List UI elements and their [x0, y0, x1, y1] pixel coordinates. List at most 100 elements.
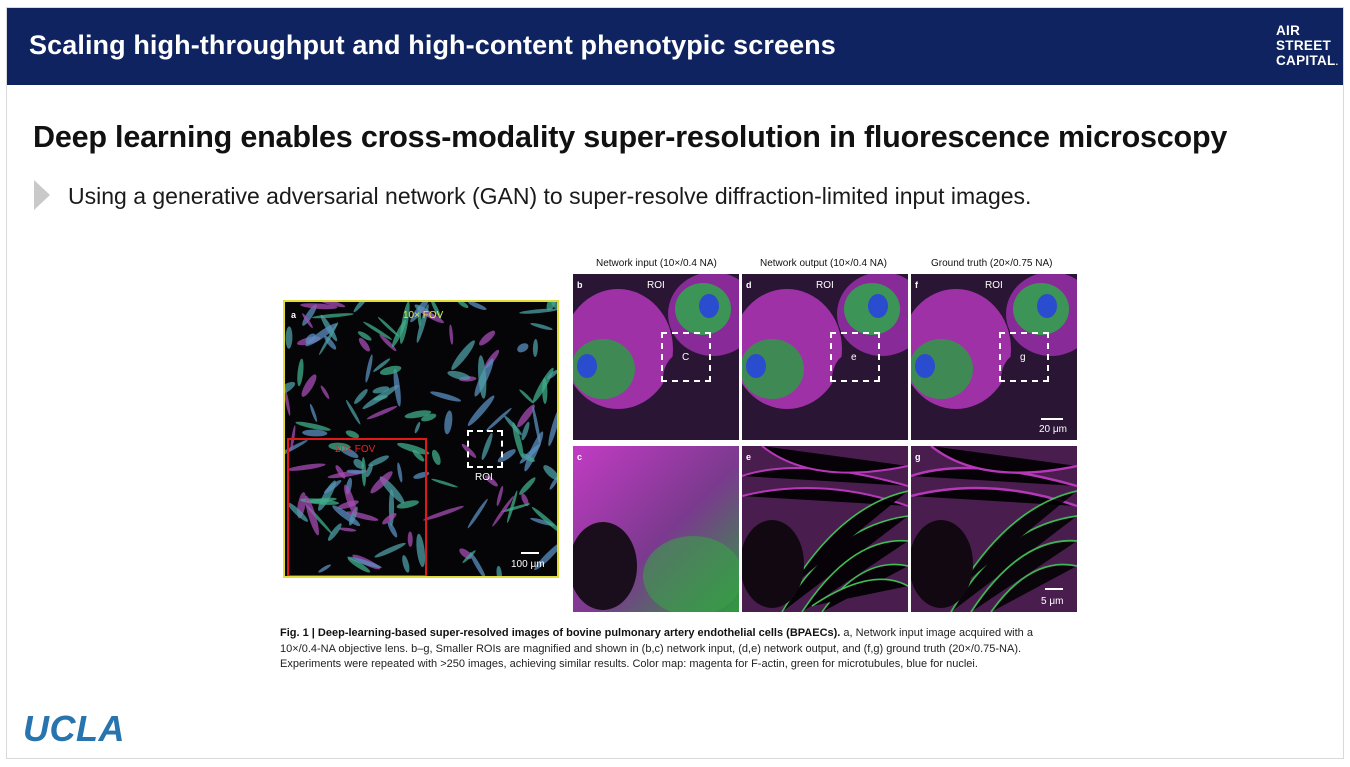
- cell: [345, 430, 360, 439]
- cell: [431, 478, 458, 488]
- cell: [396, 500, 419, 509]
- panel-letter-g-bottom: g: [915, 452, 921, 462]
- caption-line-2: 10×/0.4-NA objective lens. b–g, Smaller …: [280, 642, 1022, 655]
- cell: [397, 442, 430, 455]
- cell: [324, 479, 342, 494]
- tile-c-image: [573, 446, 739, 612]
- panel-letter-a: a: [291, 310, 297, 320]
- tile-d-image: [742, 274, 908, 440]
- cell: [467, 498, 488, 529]
- figure-caption: Fig. 1 | Deep-learning-based super-resol…: [280, 626, 1080, 673]
- panel-a-image: a 10× FOV 20× FOV ROI 100 μm: [283, 300, 559, 578]
- cell: [532, 339, 538, 357]
- fov-20x-label: 20× FOV: [335, 444, 376, 455]
- cell: [365, 464, 373, 478]
- cell: [407, 531, 413, 547]
- cell: [332, 505, 361, 527]
- panel-letter-d: d: [746, 280, 752, 290]
- cell: [358, 337, 370, 352]
- cell: [519, 477, 536, 495]
- roi-box: [467, 430, 503, 468]
- cell: [363, 321, 392, 340]
- cell: [368, 455, 390, 467]
- fov-20x-box: [287, 438, 427, 576]
- panel-letter-b: b: [577, 280, 583, 290]
- cell: [320, 385, 330, 399]
- figure: a 10× FOV 20× FOV ROI 100 μm Network inp…: [281, 256, 1077, 616]
- cell: [311, 313, 354, 319]
- cell: [423, 505, 464, 521]
- cell: [517, 343, 529, 353]
- cell: [295, 421, 331, 431]
- column-heading-input: Network input (10×/0.4 NA): [596, 258, 717, 269]
- header-bar: Scaling high-throughput and high-content…: [7, 8, 1343, 85]
- cell: [519, 308, 557, 314]
- cell: [285, 326, 293, 349]
- cell: [373, 358, 391, 372]
- tile-c: c: [573, 446, 739, 612]
- cell: [393, 368, 401, 407]
- cell: [327, 523, 342, 541]
- cell: [414, 421, 421, 434]
- caption-line-3: Experiments were repeated with >250 imag…: [280, 658, 978, 670]
- cell: [543, 465, 557, 480]
- cell: [547, 369, 557, 380]
- panel-letter-f: f: [915, 280, 918, 290]
- cell: [345, 399, 361, 425]
- cell: [302, 313, 313, 329]
- air-street-capital-logo: AIR STREET CAPITAL.: [1276, 23, 1338, 70]
- cell: [404, 410, 432, 419]
- cell: [357, 331, 372, 341]
- scale-bar-bottom: [1045, 588, 1063, 590]
- caption-bold: Fig. 1 | Deep-learning-based super-resol…: [280, 627, 841, 639]
- cell: [346, 469, 364, 474]
- roi-box-c: [661, 332, 711, 382]
- tile-f: f ROI g 20 μm: [911, 274, 1077, 440]
- logo-line-2: STREET: [1276, 38, 1332, 53]
- cell: [318, 322, 339, 356]
- cell: [301, 374, 317, 397]
- cell: [469, 551, 486, 576]
- cell: [484, 475, 498, 487]
- cell: [354, 389, 368, 404]
- tile-d: d ROI e: [742, 274, 908, 440]
- header-title: Scaling high-throughput and high-content…: [29, 30, 836, 60]
- cell: [374, 542, 406, 558]
- scale-label-5um: 5 μm: [1041, 596, 1064, 607]
- cell: [420, 309, 444, 324]
- cell: [501, 503, 531, 513]
- cell: [431, 449, 441, 466]
- cell: [302, 429, 328, 437]
- cell: [338, 527, 357, 532]
- cell: [344, 484, 357, 516]
- fov-10x-label: 10× FOV: [403, 310, 444, 321]
- caption-line-1: a, Network input image acquired with a: [840, 627, 1033, 639]
- cell: [479, 330, 496, 346]
- cell: [521, 421, 530, 441]
- cell: [449, 324, 454, 345]
- cell: [512, 422, 524, 459]
- roi-box-g: [999, 332, 1049, 382]
- cell: [353, 302, 371, 313]
- cell: [412, 449, 425, 462]
- cell: [492, 495, 514, 527]
- cell: [318, 564, 331, 573]
- slide: Scaling high-throughput and high-content…: [6, 7, 1344, 759]
- cell: [379, 365, 402, 376]
- cell: [362, 384, 399, 410]
- cell: [447, 370, 471, 380]
- roi-label-f: ROI: [985, 280, 1003, 291]
- cell: [421, 413, 437, 422]
- cells: [285, 302, 557, 576]
- tile-e: e: [742, 446, 908, 612]
- cell: [305, 495, 319, 536]
- tile-b: b ROI C: [573, 274, 739, 440]
- cell: [444, 410, 453, 435]
- cell: [366, 405, 398, 420]
- cell: [521, 493, 529, 507]
- cell: [430, 302, 442, 319]
- cell: [478, 355, 487, 399]
- cell: [306, 497, 337, 504]
- roi-box-e: [830, 332, 880, 382]
- tile-e-image: [742, 446, 908, 612]
